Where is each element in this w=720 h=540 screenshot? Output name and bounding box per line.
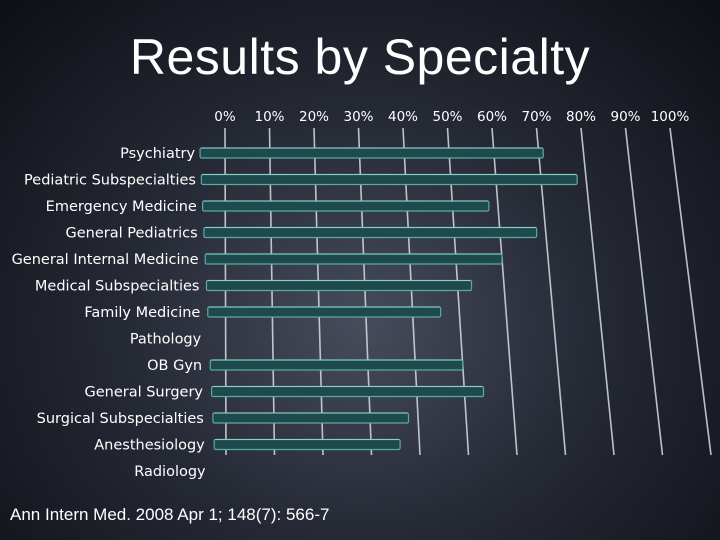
x-tick-label: 100%: [651, 109, 690, 125]
bar: [211, 385, 485, 398]
category-label: Surgical Subspecialties: [37, 411, 204, 427]
bars: [199, 147, 578, 451]
bar: [204, 253, 503, 265]
category-label: Psychiatry: [120, 146, 195, 162]
citation: Ann Intern Med. 2008 Apr 1; 148(7): 566-…: [10, 505, 330, 524]
bar: [205, 279, 473, 292]
x-tick-label: 20%: [299, 109, 329, 125]
category-label: Emergency Medicine: [46, 199, 197, 215]
x-tick-label: 50%: [432, 109, 462, 125]
category-labels: Psychiatry Pediatric Subspecialties Emerge…: [12, 146, 206, 480]
bar: [207, 306, 442, 318]
bar: [209, 359, 464, 371]
x-tick-label: 80%: [566, 109, 596, 125]
category-label: Pediatric Subspecialties: [24, 173, 196, 189]
gridline: [624, 127, 664, 456]
gridline: [580, 127, 615, 456]
category-label: OB Gyn: [147, 358, 202, 374]
category-label: Family Medicine: [84, 305, 200, 321]
category-label: General Pediatrics: [65, 226, 197, 242]
bar: [200, 173, 578, 186]
bar: [202, 200, 490, 212]
x-tick-label: 10%: [254, 109, 284, 125]
bar: [213, 438, 401, 451]
bar: [199, 147, 544, 159]
x-tick-label: 60%: [477, 109, 507, 125]
x-tick-labels: 0% 10% 20% 30% 40% 50% 60% 70% 80% 90% 100%: [214, 109, 689, 125]
category-label: General Internal Medicine: [12, 252, 199, 268]
bar: [212, 412, 410, 424]
category-label: Medical Subspecialties: [35, 279, 200, 295]
category-label: Pathology: [130, 332, 202, 348]
x-tick-label: 70%: [521, 109, 551, 125]
category-label: Radiology: [134, 464, 206, 480]
category-label: Anesthesiology: [94, 438, 205, 454]
x-tick-label: 90%: [610, 109, 640, 125]
slide-title: Results by Specialty: [129, 29, 591, 85]
x-tick-label: 30%: [343, 109, 373, 125]
category-label: General Surgery: [84, 385, 203, 401]
x-tick-label: 0%: [214, 109, 236, 125]
gridline: [669, 127, 712, 456]
bar: [203, 226, 538, 239]
x-tick-label: 40%: [388, 109, 418, 125]
